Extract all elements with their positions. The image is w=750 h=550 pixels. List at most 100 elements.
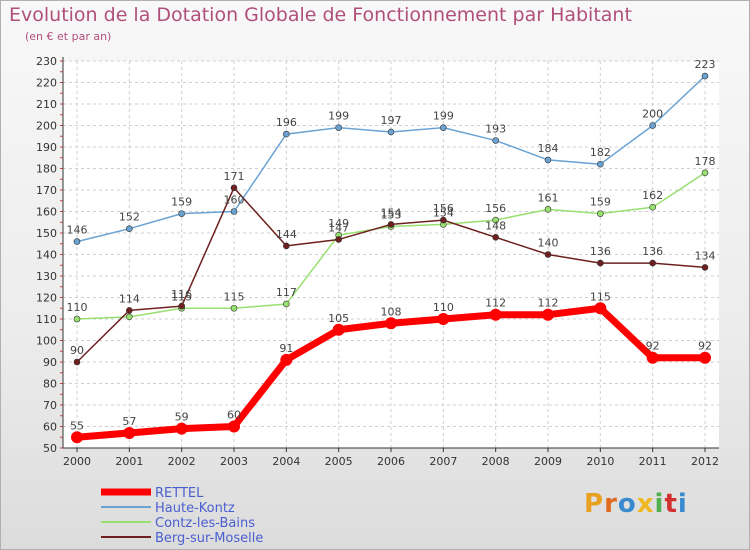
data-point — [175, 422, 188, 435]
y-tick-label: 60 — [43, 421, 57, 434]
data-point — [387, 128, 395, 136]
y-tick-label: 50 — [43, 442, 57, 455]
data-label: 134 — [695, 249, 716, 262]
data-label: 149 — [328, 217, 349, 230]
y-tick-label: 150 — [36, 227, 57, 240]
data-label: 196 — [276, 116, 297, 129]
data-point — [178, 210, 185, 217]
data-point — [387, 221, 395, 228]
data-point — [178, 302, 185, 310]
data-label: 59 — [175, 411, 189, 424]
data-label: 146 — [67, 224, 88, 237]
data-label: 147 — [328, 221, 349, 234]
series-group — [71, 72, 711, 444]
x-tick-label: 2001 — [115, 455, 143, 468]
y-tick-label: 120 — [36, 292, 57, 305]
data-point — [230, 208, 238, 215]
data-point — [73, 358, 81, 366]
data-point — [649, 259, 656, 267]
data-point — [437, 313, 450, 325]
data-point — [126, 307, 133, 314]
data-point — [230, 184, 238, 192]
x-tick-label: 2000 — [63, 455, 91, 468]
chart-title: Evolution de la Dotation Globale de Fonc… — [9, 4, 632, 26]
legend-label: Contz-les-Bains — [155, 516, 255, 531]
data-label: 115 — [224, 290, 245, 303]
data-label: 144 — [276, 228, 297, 241]
grid — [63, 60, 719, 449]
data-point — [542, 308, 554, 321]
x-tick-label: 2003 — [220, 455, 248, 468]
x-tick-label: 2012 — [691, 455, 719, 468]
y-tick-label: 160 — [36, 206, 57, 219]
data-label: 154 — [381, 206, 402, 219]
data-label: 90 — [70, 344, 84, 357]
y-tick-label: 130 — [36, 270, 57, 283]
x-tick-label: 2011 — [639, 455, 667, 468]
data-point — [699, 351, 711, 364]
data-point — [489, 308, 502, 321]
y-tick-label: 90 — [43, 356, 57, 369]
data-point — [701, 264, 709, 271]
data-point — [73, 315, 81, 323]
data-label: 184 — [538, 142, 559, 155]
data-point — [123, 426, 136, 439]
data-label: 92 — [646, 340, 660, 353]
data-label: 136 — [590, 245, 611, 258]
brand-letter: P — [584, 489, 605, 519]
data-point — [335, 236, 342, 243]
data-label: 116 — [171, 288, 192, 301]
data-point — [126, 225, 133, 232]
brand-letter: r — [604, 489, 618, 519]
y-tick-label: 220 — [36, 77, 57, 90]
data-label: 223 — [695, 58, 716, 71]
data-point — [440, 216, 447, 224]
x-tick-label: 2008 — [482, 455, 510, 468]
data-point — [283, 300, 290, 308]
x-tick-label: 2006 — [377, 455, 405, 468]
data-label: 115 — [171, 290, 192, 303]
data-point — [440, 124, 447, 131]
data-label: 159 — [171, 196, 192, 209]
y-tick-label: 200 — [36, 120, 57, 133]
data-label: 140 — [538, 237, 559, 250]
data-label: 153 — [381, 209, 402, 222]
data-label: 161 — [538, 191, 559, 204]
data-label: 55 — [70, 419, 84, 432]
y-tick-label: 80 — [43, 378, 57, 391]
y-tick-label: 170 — [36, 184, 57, 197]
data-label: 108 — [381, 305, 402, 318]
y-tick-label: 180 — [36, 163, 57, 176]
brand-letter: o — [617, 489, 637, 519]
data-point — [283, 130, 290, 138]
data-point — [283, 242, 290, 250]
x-tick-label: 2004 — [272, 455, 300, 468]
data-point — [228, 420, 240, 433]
data-point — [280, 353, 293, 366]
data-label: 112 — [485, 297, 506, 310]
data-point — [73, 238, 81, 245]
data-label: 154 — [433, 206, 454, 219]
legend: RETTELHaute-KontzContz-les-BainsBerg-sur… — [101, 486, 263, 546]
brand-letter: i — [654, 489, 665, 519]
data-label: 148 — [485, 219, 506, 232]
legend-label: Berg-sur-Moselle — [155, 531, 263, 546]
y-tick-label: 110 — [36, 313, 57, 326]
data-point — [385, 317, 397, 330]
chart-subtitle: (en € et par an) — [25, 30, 112, 43]
data-point — [544, 156, 552, 164]
legend-label: RETTEL — [155, 486, 204, 501]
data-label: 91 — [279, 342, 293, 355]
data-label: 115 — [590, 290, 611, 303]
data-label: 136 — [642, 245, 663, 258]
data-label: 112 — [538, 297, 559, 310]
data-label: 152 — [119, 211, 140, 224]
data-point — [597, 259, 604, 267]
y-tick-label: 190 — [36, 141, 57, 154]
data-label: 114 — [119, 292, 140, 305]
data-point — [492, 216, 499, 224]
data-point — [230, 304, 238, 312]
y-tick-label: 140 — [36, 249, 57, 262]
